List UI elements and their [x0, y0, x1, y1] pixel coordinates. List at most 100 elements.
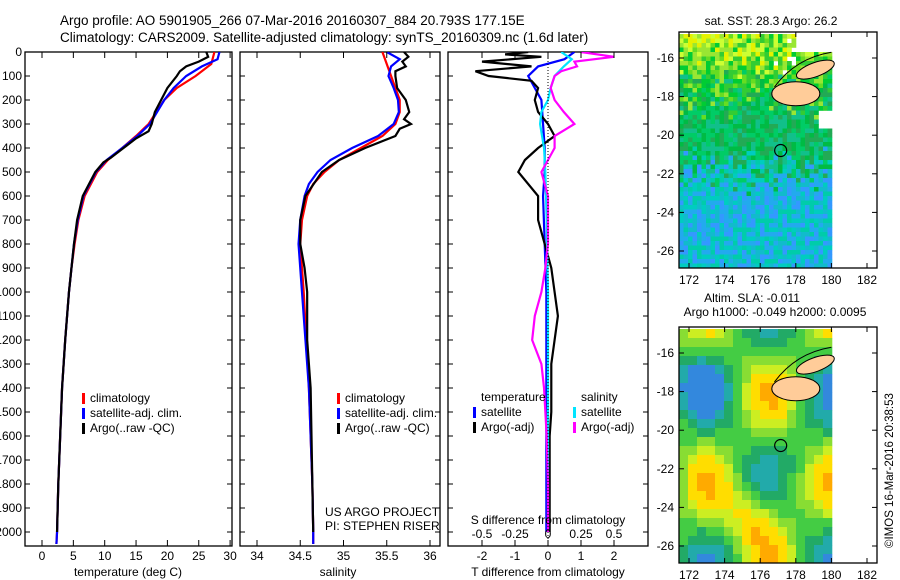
sla-map-cell: [697, 347, 707, 357]
sst-map-cell: [692, 79, 698, 84]
sst-map-cell: [760, 241, 765, 246]
sst-map-cell: [818, 88, 824, 93]
sst-map-cell: [683, 182, 689, 188]
sst-map-cell: [809, 182, 815, 188]
sst-map-cell: [755, 241, 761, 246]
sst-map-cell: [823, 146, 828, 152]
diff-panel-line-0: [526, 52, 576, 532]
sst-map-cell: [818, 160, 824, 165]
sst-map-cell: [746, 236, 752, 242]
sla-map-cell: [733, 338, 743, 348]
temp-tick-label: 30: [223, 549, 237, 563]
sst-map-cell: [706, 160, 711, 165]
sst-map-cell: [782, 110, 788, 116]
sst-map-cell: [692, 245, 698, 251]
sst-map-cell: [760, 205, 765, 210]
sst-map-cell: [800, 245, 806, 251]
sst-map-cell: [823, 169, 828, 174]
sst-map-cell: [769, 133, 774, 138]
sla-map-cell: [715, 518, 725, 528]
sla-map-cell: [760, 509, 770, 519]
sst-map-cell: [760, 178, 765, 183]
sla-map-cell: [679, 536, 689, 546]
sst-map-cell: [733, 101, 738, 107]
sst-map-cell: [728, 74, 734, 80]
sst-map-cell: [688, 214, 693, 219]
sst-map-cell: [800, 106, 806, 111]
sla-map-cell: [787, 437, 797, 447]
sst-map-cell: [746, 128, 752, 134]
sst-map-cell: [733, 43, 738, 48]
sst-map-cell: [755, 227, 761, 233]
sst-map-cell: [760, 88, 765, 93]
sla-map-cell: [679, 347, 689, 357]
sst-map-cell: [751, 259, 756, 264]
sla-map-cell: [814, 428, 824, 438]
sal-tick-label: 34.5: [289, 549, 313, 563]
sst-map-cell: [701, 232, 707, 237]
sst-map-cell: [778, 169, 783, 174]
sst-map-cell: [760, 151, 765, 156]
sst-map-cell: [809, 101, 815, 107]
sst-map-cell: [692, 259, 698, 264]
sst-map-cell: [823, 56, 828, 62]
sla-map-cell: [706, 401, 716, 411]
sst-map-cell: [692, 92, 698, 98]
sla-map-cell: [697, 518, 707, 528]
sst-map-cell: [805, 191, 810, 197]
sst-map-cell: [769, 263, 774, 268]
sla-map-cell: [715, 455, 725, 465]
sst-map-cell: [706, 38, 711, 44]
sla-map-cell: [823, 365, 833, 375]
sla-map-cell: [679, 365, 689, 375]
sst-map-cell: [764, 47, 770, 53]
sst-map-cell: [827, 164, 833, 170]
sst-map-cell: [827, 169, 833, 174]
sla-map-cell: [760, 401, 770, 411]
sst-map-cell: [773, 146, 779, 152]
sst-map-cell: [706, 137, 711, 143]
sla-map-cell: [751, 365, 761, 375]
sst-map-cell: [719, 218, 725, 224]
sla-map-cell: [706, 419, 716, 429]
sal-panel-line-2: [299, 52, 414, 533]
sst-map-cell: [814, 227, 819, 233]
sst-map-cell: [823, 151, 828, 156]
sst-map-cell: [787, 245, 792, 251]
sst-map-cell: [742, 65, 747, 71]
sst-map-cell: [688, 142, 693, 147]
sla-map-cell: [760, 473, 770, 483]
depth-tick-label: 1600: [0, 429, 22, 443]
sla-map-cell: [742, 383, 752, 393]
sst-map-cell: [683, 173, 689, 179]
sst-map-cell: [796, 151, 801, 156]
sla-map-cell: [769, 419, 779, 429]
sst-map-cell: [751, 209, 756, 215]
sla-map-cell: [778, 410, 788, 420]
sst-map-cell: [706, 34, 711, 39]
sst-map-cell: [764, 146, 770, 152]
sst-map-cell: [791, 133, 797, 138]
sla-map-subtitle: Argo h1000: -0.049 h2000: 0.0095: [684, 305, 867, 319]
sst-map-cell: [764, 169, 770, 174]
sst-map-cell: [724, 209, 729, 215]
sla-map-cell: [823, 428, 833, 438]
sst-map-cell: [733, 47, 738, 53]
sst-map-cell: [805, 169, 810, 174]
sst-map-cell: [805, 214, 810, 219]
sla-map-cell: [760, 536, 770, 546]
sst-map-cell: [724, 97, 729, 102]
sla-map-cell: [742, 392, 752, 402]
sst-map-cell: [733, 79, 738, 84]
sst-map-cell: [688, 61, 693, 66]
sla-map-cell: [769, 446, 779, 456]
sst-map-cell: [773, 164, 779, 170]
sst-map-cell: [724, 160, 729, 165]
sst-map-cell: [715, 196, 720, 201]
sst-map-cell: [782, 218, 788, 224]
sst-map-cell: [733, 250, 738, 255]
sst-map-cell: [755, 115, 761, 120]
sst-map-cell: [800, 263, 806, 268]
sla-map-cell: [688, 491, 698, 501]
sst-map-cell: [706, 151, 711, 156]
